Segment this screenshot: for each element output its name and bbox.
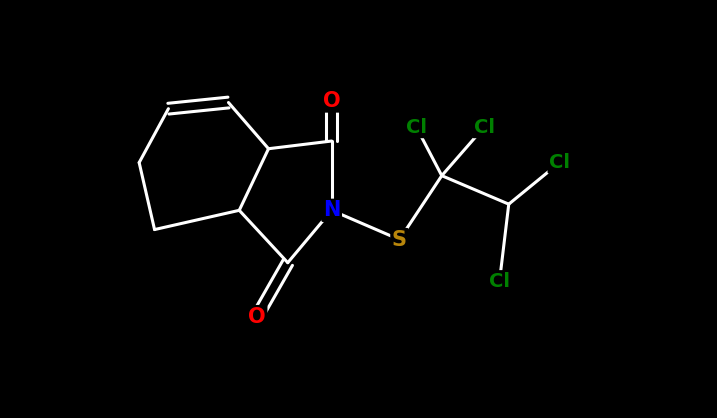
Text: O: O [323, 91, 341, 111]
Text: Cl: Cl [489, 272, 510, 291]
Text: Cl: Cl [549, 153, 570, 172]
Text: O: O [248, 306, 266, 326]
Text: Cl: Cl [474, 117, 495, 137]
Text: N: N [323, 200, 341, 220]
Text: S: S [392, 229, 407, 250]
Text: Cl: Cl [406, 117, 427, 137]
